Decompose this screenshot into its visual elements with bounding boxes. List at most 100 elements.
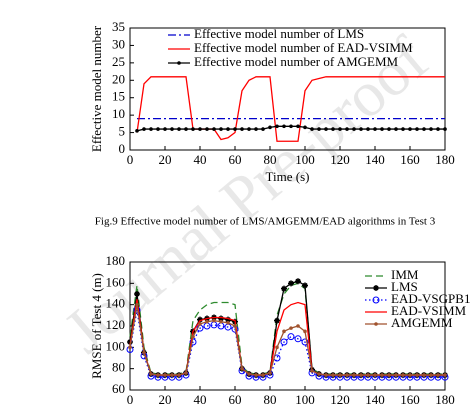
y-tick-label: 60 <box>112 381 125 396</box>
marker <box>142 127 146 131</box>
marker <box>324 373 328 377</box>
marker <box>205 127 209 131</box>
y-tick-label: 25 <box>112 54 125 69</box>
marker <box>352 127 356 131</box>
marker <box>163 373 167 377</box>
y-tick-label: 0 <box>119 141 126 156</box>
plot-frame <box>129 27 446 151</box>
marker <box>443 127 447 131</box>
x-tick-label: 140 <box>365 392 385 407</box>
marker <box>156 373 160 377</box>
marker <box>288 280 294 287</box>
y-tick-label: 80 <box>112 360 125 375</box>
marker <box>240 366 244 371</box>
marker <box>374 322 378 326</box>
marker <box>380 373 384 377</box>
x-tick-label: 20 <box>159 392 172 407</box>
marker <box>219 319 223 324</box>
marker <box>302 282 308 289</box>
x-tick-label: 60 <box>229 152 242 167</box>
marker <box>408 373 412 377</box>
x-tick-label: 0 <box>127 152 134 167</box>
y-tick-label: 120 <box>106 317 126 332</box>
y-tick-label: 10 <box>112 106 125 121</box>
marker <box>135 302 139 307</box>
marker <box>394 127 398 131</box>
marker <box>324 127 328 131</box>
marker <box>275 345 279 350</box>
marker <box>218 315 224 322</box>
x-tick-label: 100 <box>295 392 315 407</box>
marker <box>184 371 188 375</box>
marker <box>184 127 188 131</box>
marker <box>345 373 349 377</box>
legend-label: EAD-VSGPB1 <box>391 291 470 306</box>
marker <box>331 127 335 131</box>
marker <box>170 127 174 131</box>
marker <box>268 371 272 375</box>
marker <box>212 127 216 131</box>
marker <box>317 372 321 376</box>
marker <box>261 127 265 131</box>
marker <box>338 127 342 131</box>
x-tick-label: 180 <box>435 392 455 407</box>
marker <box>373 127 377 131</box>
marker <box>387 373 391 377</box>
watermark: Journal Pre-proof <box>51 23 442 367</box>
marker <box>422 127 426 131</box>
marker <box>225 316 231 323</box>
x-tick-label: 160 <box>400 152 420 167</box>
marker <box>177 373 181 377</box>
x-tick-label: 160 <box>400 392 420 407</box>
marker <box>233 127 237 131</box>
marker <box>373 373 377 377</box>
x-axis-label: Time (s) <box>266 169 310 184</box>
marker <box>275 124 279 129</box>
marker <box>233 324 237 328</box>
x-tick-label: 40 <box>194 152 207 167</box>
y-tick-label: 100 <box>106 338 126 353</box>
marker <box>387 127 391 131</box>
x-tick-label: 20 <box>159 152 172 167</box>
marker <box>261 373 265 377</box>
marker <box>310 369 314 373</box>
legend-label: Effective model number of AMGEMM <box>194 54 399 69</box>
x-tick-label: 80 <box>264 392 277 407</box>
series-line <box>129 304 445 376</box>
x-tick-label: 180 <box>435 152 455 167</box>
legend-label: EAD-VSIMM <box>391 303 467 318</box>
x-tick-label: 140 <box>365 152 385 167</box>
series-line <box>136 76 445 142</box>
marker <box>294 335 302 343</box>
x-tick-label: 100 <box>295 152 315 167</box>
x-tick-label: 60 <box>229 392 242 407</box>
legend-label: Effective model number of EAD-VSIMM <box>194 40 413 55</box>
marker <box>197 316 203 323</box>
y-tick-label: 15 <box>112 89 125 104</box>
marker <box>401 373 405 377</box>
marker <box>282 329 286 334</box>
marker <box>177 127 181 131</box>
marker <box>247 372 251 376</box>
marker <box>163 127 167 131</box>
marker <box>415 373 419 377</box>
marker <box>135 129 139 133</box>
x-tick-label: 80 <box>264 152 277 167</box>
marker <box>443 373 447 377</box>
marker <box>338 373 342 377</box>
marker <box>149 127 153 131</box>
y-tick-label: 35 <box>112 19 125 34</box>
y-axis-label: Effective model number <box>89 25 104 152</box>
marker <box>254 127 258 131</box>
marker <box>280 338 288 346</box>
marker <box>240 127 244 131</box>
marker <box>303 125 307 130</box>
y-tick-label: 160 <box>106 274 126 289</box>
marker <box>212 318 216 323</box>
marker <box>191 127 195 131</box>
marker <box>429 127 433 131</box>
marker <box>331 373 335 377</box>
legend-label: IMM <box>391 267 419 282</box>
